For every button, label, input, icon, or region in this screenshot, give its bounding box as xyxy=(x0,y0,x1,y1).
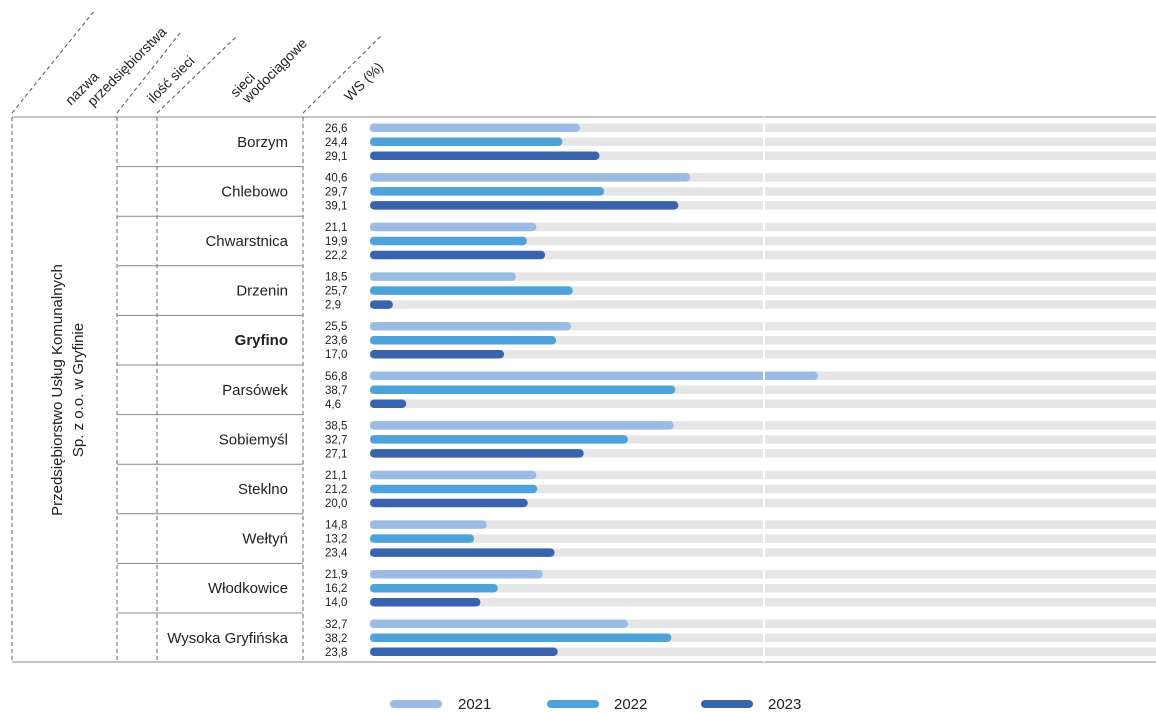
value-label-2022: 25,7 xyxy=(325,286,347,298)
legend-label-2021: 2021 xyxy=(458,696,491,713)
bar-2021 xyxy=(370,272,516,281)
value-label-2023: 4,6 xyxy=(325,399,341,411)
value-label-2022: 29,7 xyxy=(325,186,347,198)
legend-label-2022: 2022 xyxy=(614,696,647,713)
company-name: Przedsiębiorstwo Usług Komunalnych Sp. z… xyxy=(49,264,87,516)
bar-2022 xyxy=(370,236,527,246)
header-ws-percent: WS (%) xyxy=(341,59,386,104)
value-label-2022: 19,9 xyxy=(325,236,347,248)
value-label-2021: 40,6 xyxy=(325,172,347,184)
bar-2022 xyxy=(370,385,676,395)
bar-2022 xyxy=(370,335,557,345)
bar-2023 xyxy=(370,647,558,657)
value-label-2023: 29,1 xyxy=(325,151,347,163)
header-water-networks-line2: wodociągowe xyxy=(238,35,310,107)
value-label-2021: 18,5 xyxy=(325,272,347,284)
value-label-2022: 21,2 xyxy=(325,484,347,496)
category-label: Borzym xyxy=(237,134,288,151)
bar-2022 xyxy=(370,435,628,444)
bar-2021 xyxy=(370,173,691,182)
legend-item-2021: 2021 xyxy=(390,696,491,713)
bar-2022 xyxy=(370,484,538,494)
value-label-2021: 21,1 xyxy=(325,222,347,234)
header-network-count: ilość sieci xyxy=(144,52,198,106)
bar-2023 xyxy=(370,300,393,309)
category-label: Chlebowo xyxy=(221,183,288,200)
legend-item-2022: 2022 xyxy=(547,696,647,713)
bar-2023 xyxy=(370,498,528,508)
bar-2023 xyxy=(370,548,555,557)
value-label-2022: 23,6 xyxy=(325,335,347,347)
category-label: Gryfino xyxy=(235,332,288,349)
bar-2023 xyxy=(370,349,505,359)
category-label: Wełtyń xyxy=(242,531,288,548)
value-label-2023: 14,0 xyxy=(325,597,347,609)
bar-2023 xyxy=(370,151,600,161)
value-label-2021: 14,8 xyxy=(325,520,347,532)
value-label-2023: 23,8 xyxy=(325,647,347,659)
legend-item-2023: 2023 xyxy=(701,696,801,713)
legend-swatch-2023 xyxy=(701,700,753,708)
value-label-2021: 32,7 xyxy=(325,619,347,631)
value-label-2023: 39,1 xyxy=(325,200,347,212)
value-label-2023: 23,4 xyxy=(325,548,348,560)
category-label: Drzenin xyxy=(236,283,288,300)
value-label-2022: 16,2 xyxy=(325,583,347,595)
company-name-line2: Sp. z o.o. w Gryfinie xyxy=(70,323,87,457)
bar-2023 xyxy=(370,250,546,260)
category-label: Wysoka Gryfińska xyxy=(167,630,288,647)
bar-2022 xyxy=(370,534,475,543)
bar-2022 xyxy=(370,583,498,593)
bar-2021 xyxy=(370,123,580,133)
category-label: Parsówek xyxy=(222,382,288,399)
category-label: Chwarstnica xyxy=(205,233,288,250)
bar-2021 xyxy=(370,569,543,579)
bar-2022 xyxy=(370,137,563,147)
value-label-2023: 2,9 xyxy=(325,300,341,312)
category-label: Steklno xyxy=(238,481,288,498)
bar-2021 xyxy=(370,321,572,331)
value-label-2023: 22,2 xyxy=(325,250,347,262)
header-dividers xyxy=(11,9,383,114)
legend: 2021 2022 2023 xyxy=(390,696,801,713)
bar-2023 xyxy=(370,449,584,458)
value-label-2023: 17,0 xyxy=(325,349,347,361)
chart-rows: Borzym 26,6 24,4 29,1 Chlebowo 40,6 29,7 39,1 Ch… xyxy=(117,117,1156,662)
value-label-2022: 38,7 xyxy=(325,385,347,397)
value-label-2021: 38,5 xyxy=(325,420,347,432)
bar-2021 xyxy=(370,371,818,381)
value-label-2022: 32,7 xyxy=(325,434,347,446)
legend-swatch-2021 xyxy=(390,700,442,708)
value-label-2022: 38,2 xyxy=(325,633,347,645)
bar-2021 xyxy=(370,222,537,232)
value-label-2023: 27,1 xyxy=(325,448,347,460)
value-label-2021: 26,6 xyxy=(325,123,347,135)
bar-2023 xyxy=(370,201,679,210)
value-label-2023: 20,0 xyxy=(325,498,347,510)
value-label-2021: 21,9 xyxy=(325,569,347,581)
bar-2022 xyxy=(370,286,573,295)
value-label-2022: 13,2 xyxy=(325,534,347,546)
company-name-line1: Przedsiębiorstwo Usług Komunalnych xyxy=(49,264,66,516)
bar-2021 xyxy=(370,470,537,480)
value-label-2021: 56,8 xyxy=(325,371,347,383)
bar-2021 xyxy=(370,520,487,529)
legend-swatch-2022 xyxy=(547,700,599,708)
bar-2021 xyxy=(370,421,674,430)
category-label: Włodkowice xyxy=(208,580,288,597)
bar-2023 xyxy=(370,597,481,607)
value-label-2021: 21,1 xyxy=(325,470,347,482)
table-frame xyxy=(11,116,1156,663)
bar-2023 xyxy=(370,399,407,409)
bar-2022 xyxy=(370,633,672,643)
category-label: Sobiemyśl xyxy=(219,431,288,448)
bar-2022 xyxy=(370,187,605,196)
value-label-2021: 25,5 xyxy=(325,321,347,333)
legend-label-2023: 2023 xyxy=(768,696,801,713)
value-label-2022: 24,4 xyxy=(325,137,348,149)
bar-2021 xyxy=(370,619,628,629)
